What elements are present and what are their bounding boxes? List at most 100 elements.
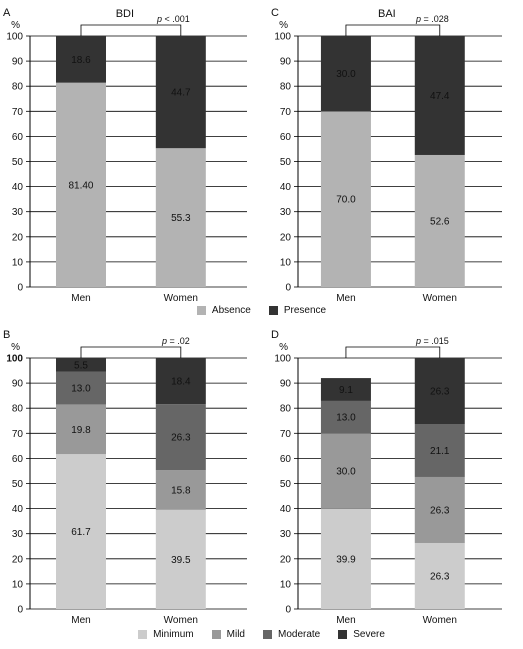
p-value: p = .015: [415, 336, 449, 346]
legend-item-absence: Absence: [196, 305, 251, 316]
data-label: 18.6: [71, 55, 91, 66]
y-tick-label: 50: [12, 157, 24, 168]
significance-bracket: [80, 346, 182, 358]
legend-item-presence: Presence: [268, 305, 327, 316]
bar-segment-presence: [55, 36, 106, 83]
data-label: 26.3: [430, 387, 450, 398]
p-value: p < .001: [156, 14, 190, 24]
legend-bottom: Minimum Mild Moderate Severe: [0, 629, 523, 640]
legend-swatch: [196, 306, 206, 315]
data-label: 47.4: [430, 91, 450, 102]
legend-label: Moderate: [277, 629, 321, 640]
data-label: 26.3: [430, 571, 450, 582]
y-axis-label: %: [279, 342, 288, 353]
bar-segment-mild: [55, 404, 106, 455]
x-tick-label: Men: [336, 615, 355, 626]
data-label: 21.1: [430, 446, 450, 457]
panel-letter: B: [3, 329, 10, 341]
y-tick-label: 90: [12, 379, 24, 390]
legend-label: Mild: [226, 629, 245, 640]
y-tick-label: 60: [12, 454, 24, 465]
y-tick-label: 0: [285, 283, 291, 294]
y-tick-label: 60: [12, 132, 24, 143]
data-label: 26.3: [171, 433, 191, 444]
data-label: 44.7: [171, 88, 191, 99]
panel-B: 0 10 20 30 40 50 60 70 80 90 100%B 61.7 19.8 13.0 5.5 M…: [3, 329, 247, 626]
legend-label: Presence: [283, 305, 327, 316]
y-tick-label: 100: [6, 32, 23, 43]
data-label: 70.0: [336, 195, 356, 206]
bar-segment-minimum: [155, 509, 206, 609]
x-tick-label: Women: [423, 615, 457, 626]
bar-segment-absence: [320, 111, 371, 287]
panel-letter: C: [271, 7, 279, 19]
bar-segment-mild: [414, 476, 465, 543]
panel-letter: A: [3, 7, 11, 19]
x-tick-label: Women: [423, 293, 457, 304]
bar-segment-minimum: [414, 542, 465, 609]
bar-segment-absence: [414, 154, 465, 287]
bar-segment-minimum: [55, 454, 106, 609]
data-label: 19.8: [71, 425, 91, 436]
y-tick-label: 10: [12, 579, 24, 590]
bar-segment-presence: [320, 36, 371, 112]
y-tick-label: 40: [12, 182, 24, 193]
legend-swatch: [138, 630, 148, 639]
legend-swatch: [211, 630, 221, 639]
legend-top: Absence Presence: [0, 305, 523, 316]
y-tick-label: 30: [12, 529, 24, 540]
x-tick-label: Women: [164, 615, 198, 626]
bar-segment-absence: [55, 82, 106, 287]
legend-swatch: [268, 306, 278, 315]
y-tick-label: 40: [12, 504, 24, 515]
y-tick-label: 10: [280, 579, 292, 590]
panel-C: 0 10 20 30 40 50 60 70 80 90 100%C BAI 70.0 30.0 Men 52…: [271, 7, 502, 304]
legend-label: Absence: [211, 305, 251, 316]
y-tick-label: 30: [280, 529, 292, 540]
significance-bracket: [345, 346, 441, 358]
y-tick-label: 70: [12, 429, 24, 440]
bar-segment-moderate: [414, 424, 465, 477]
data-label: 13.0: [71, 384, 91, 395]
legend-item-moderate: Moderate: [262, 629, 321, 640]
y-tick-label: 100: [274, 354, 291, 365]
p-value: p = .028: [415, 14, 449, 24]
y-tick-label: 90: [280, 379, 292, 390]
y-tick-label: 10: [280, 257, 292, 268]
x-tick-label: Men: [336, 293, 355, 304]
y-tick-label: 20: [280, 232, 292, 243]
y-tick-label: 90: [280, 57, 292, 68]
panel-A: 0 10 20 30 40 50 60 70 80 90 100%A BDI 81.40 18.6 Men 5…: [3, 7, 247, 304]
bar-segment-moderate: [155, 404, 206, 471]
data-label: 26.3: [430, 505, 450, 516]
panel-D: 0 10 20 30 40 50 60 70 80 90 100%D 39.9 30.0 13.0 9.1 M…: [271, 329, 502, 626]
bar-segment-severe: [320, 378, 371, 401]
legend-label: Minimum: [153, 629, 194, 640]
y-tick-label: 60: [280, 132, 292, 143]
y-tick-label: 70: [280, 107, 292, 118]
y-tick-label: 0: [17, 605, 23, 616]
data-label: 30.0: [336, 69, 356, 80]
y-tick-label: 60: [280, 454, 292, 465]
legend-label: Severe: [353, 629, 385, 640]
bar-segment-presence: [414, 36, 465, 155]
y-tick-label: 80: [12, 404, 24, 415]
y-tick-label: 70: [12, 107, 24, 118]
data-label: 15.8: [171, 486, 191, 497]
data-label: 55.3: [171, 213, 191, 224]
bar-segment-severe: [155, 358, 206, 405]
bar-segment-moderate: [320, 400, 371, 434]
data-label: 18.4: [171, 377, 191, 388]
y-tick-label: 90: [12, 57, 24, 68]
y-tick-label: 80: [280, 82, 292, 93]
y-tick-label: 30: [12, 207, 24, 218]
y-tick-label: 0: [285, 605, 291, 616]
panel-letter: D: [271, 329, 279, 341]
significance-bracket: [80, 24, 182, 36]
y-axis-label: %: [279, 20, 288, 31]
data-label: 9.1: [339, 385, 353, 396]
y-tick-label: 20: [12, 554, 24, 565]
significance-bracket: [345, 24, 441, 36]
legend-item-minimum: Minimum: [138, 629, 194, 640]
